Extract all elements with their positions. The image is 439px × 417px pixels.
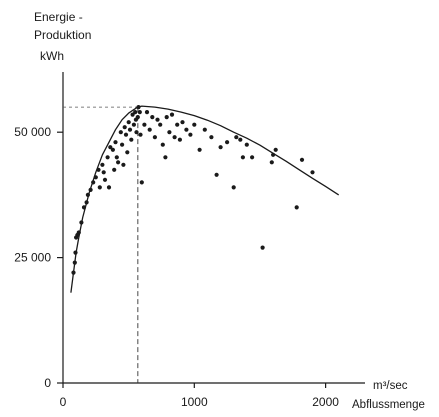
envelope-curve	[70, 105, 340, 293]
data-point-18	[105, 155, 110, 160]
data-point-41	[136, 105, 141, 110]
data-point-27	[120, 142, 125, 147]
data-point-42	[137, 110, 142, 115]
data-point-20	[108, 145, 113, 150]
data-point-57	[172, 135, 177, 140]
x-tick-label-2: 2000	[312, 395, 339, 409]
data-point-53	[163, 155, 168, 160]
data-point-15	[100, 162, 105, 167]
data-point-81	[299, 157, 305, 162]
data-point-33	[127, 127, 133, 132]
data-point-80	[294, 205, 299, 210]
x-tick-label-0: 0	[60, 395, 67, 409]
data-point-44	[139, 180, 144, 185]
data-point-54	[164, 115, 169, 120]
data-point-59	[177, 137, 182, 142]
data-point-76	[260, 245, 265, 250]
data-point-55	[167, 130, 172, 135]
data-point-77	[269, 160, 274, 165]
data-point-1	[72, 260, 77, 265]
data-point-21	[110, 147, 115, 152]
data-point-60	[180, 120, 185, 125]
data-point-71	[234, 135, 239, 140]
data-point-75	[250, 155, 255, 160]
data-point-39	[134, 130, 139, 135]
data-point-50	[155, 117, 160, 122]
x-axis-title: Abflussmenge	[352, 399, 425, 411]
data-point-6	[79, 220, 84, 225]
data-point-35	[130, 112, 135, 117]
data-point-65	[202, 127, 207, 132]
data-point-70	[231, 185, 236, 190]
data-point-64	[197, 147, 202, 152]
data-point-68	[218, 145, 223, 150]
y-axis-label-line-2: Produktion	[34, 28, 91, 42]
data-point-69	[225, 140, 230, 145]
data-point-58	[175, 122, 180, 127]
data-point-0	[71, 270, 76, 275]
scatter-points-layer	[71, 105, 315, 275]
data-point-37	[133, 110, 138, 115]
data-point-31	[125, 150, 130, 155]
data-point-12	[93, 175, 98, 180]
y-axis-label-line-3: kWh	[40, 49, 64, 63]
data-point-16	[101, 170, 106, 175]
data-point-8	[84, 200, 89, 205]
data-point-67	[214, 172, 219, 177]
data-point-34	[129, 137, 134, 142]
data-point-82	[310, 170, 315, 175]
data-point-62	[188, 132, 193, 137]
data-point-63	[192, 122, 197, 127]
y-tick-label-1: 25 000	[14, 251, 51, 265]
data-point-11	[91, 180, 96, 185]
data-point-45	[142, 122, 147, 127]
data-point-52	[160, 142, 165, 147]
data-point-22	[112, 167, 117, 172]
data-point-30	[123, 132, 129, 137]
data-point-7	[81, 205, 87, 210]
data-point-47	[147, 127, 152, 132]
data-point-28	[121, 162, 126, 167]
data-point-10	[88, 187, 93, 192]
data-point-78	[271, 152, 276, 157]
envelope-curve-layer	[70, 105, 340, 293]
data-point-17	[102, 177, 108, 182]
data-point-79	[273, 147, 278, 152]
data-point-51	[158, 122, 163, 127]
data-point-36	[131, 122, 136, 127]
data-point-72	[238, 137, 243, 142]
axes-layer: 0 25 000 50 000 0 1000 2000	[14, 72, 365, 409]
data-point-14	[97, 185, 102, 190]
data-point-9	[85, 192, 90, 197]
data-point-26	[118, 130, 123, 135]
data-point-43	[138, 132, 143, 137]
x-tick-label-1: 1000	[181, 395, 208, 409]
data-point-29	[122, 125, 127, 130]
data-point-2	[73, 250, 78, 255]
data-point-24	[114, 155, 119, 160]
y-tick-label-2: 50 000	[14, 125, 51, 139]
reference-guides	[63, 106, 139, 383]
data-point-66	[209, 135, 214, 140]
data-point-73	[240, 155, 245, 160]
data-point-5	[76, 230, 81, 235]
data-point-49	[152, 135, 157, 140]
data-point-61	[184, 127, 189, 132]
data-point-23	[113, 140, 118, 145]
data-point-74	[244, 142, 249, 147]
y-axis-label-line-1: Energie -	[34, 10, 83, 24]
data-point-19	[106, 185, 112, 190]
data-point-40	[135, 115, 140, 120]
data-point-56	[169, 112, 175, 117]
data-point-32	[126, 120, 131, 125]
data-point-13	[96, 167, 101, 172]
x-axis-unit-label: m³/sec	[373, 380, 408, 392]
data-point-25	[116, 160, 121, 165]
y-tick-label-0: 0	[44, 376, 51, 390]
data-point-46	[144, 110, 150, 115]
data-point-48	[150, 115, 155, 120]
